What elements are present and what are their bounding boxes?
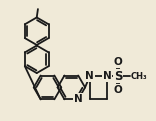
Text: O: O: [114, 57, 122, 67]
Text: N: N: [85, 71, 94, 81]
Text: S: S: [114, 70, 122, 83]
Text: N: N: [74, 94, 83, 104]
Text: CH₃: CH₃: [131, 72, 147, 81]
Text: N: N: [103, 71, 112, 81]
Text: O: O: [114, 85, 122, 95]
